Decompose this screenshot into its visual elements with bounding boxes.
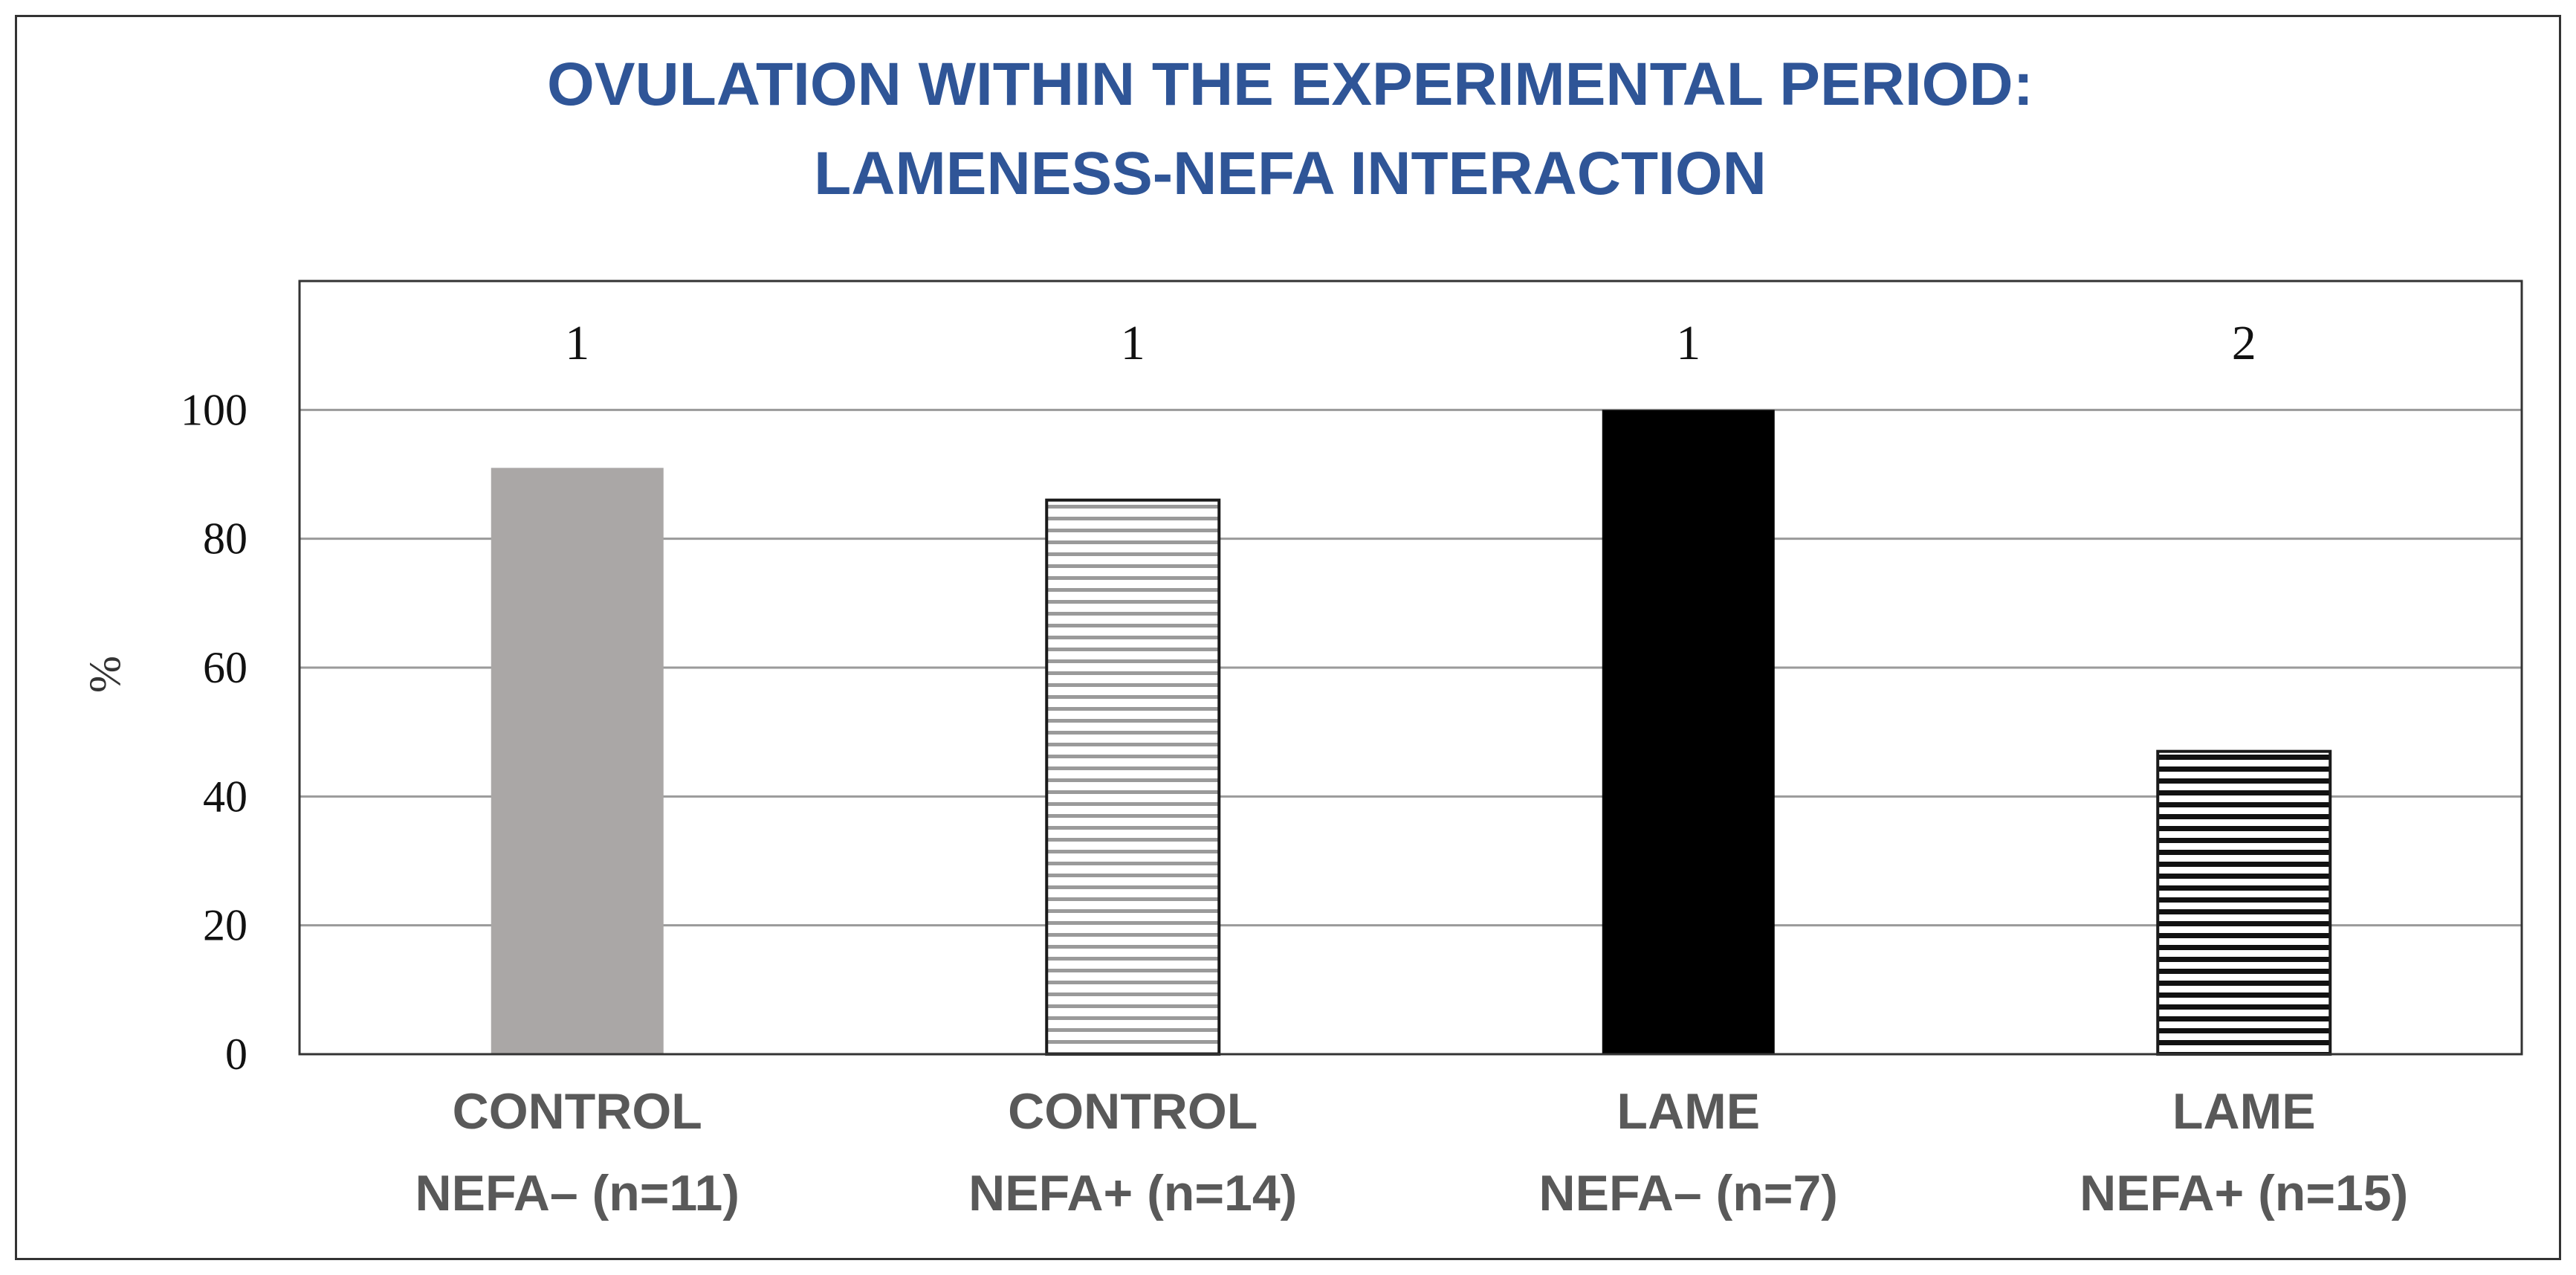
y-tick-label: 60 (203, 643, 247, 692)
y-tick-label: 20 (203, 901, 247, 950)
bar-annotations: 1 1 1 2 (565, 316, 2256, 370)
plot-area-border (298, 280, 2523, 1056)
bar-2 (1045, 498, 1221, 1056)
category-label: CONTROL (453, 1083, 702, 1140)
category-label: NEFA+ (n=14) (968, 1165, 1297, 1221)
y-axis-label: % (80, 656, 129, 693)
bar-annotation: 2 (2232, 316, 2256, 370)
y-tick-label: 40 (203, 772, 247, 821)
bar-4 (2156, 749, 2332, 1056)
chart-frame: OVULATION WITHIN THE EXPERIMENTAL PERIOD… (15, 15, 2561, 1260)
chart: OVULATION WITHIN THE EXPERIMENTAL PERIOD… (80, 51, 2523, 1221)
chart-title-line-2: LAMENESS-NEFA INTERACTION (814, 140, 1767, 207)
category-label: LAME (2172, 1083, 2316, 1140)
grid (300, 408, 2522, 927)
bars (491, 410, 2332, 1056)
y-tick-label: 0 (225, 1030, 247, 1079)
bar-annotation: 1 (1121, 316, 1145, 370)
y-tick-label: 80 (203, 514, 247, 564)
bar-1 (491, 468, 664, 1054)
category-label: NEFA– (n=11) (415, 1165, 740, 1221)
category-label: LAME (1617, 1083, 1760, 1140)
y-axis-ticks: 0 20 40 60 80 100 (181, 385, 247, 1079)
bar-annotation: 1 (565, 316, 589, 370)
bar-3 (1602, 410, 1775, 1054)
category-label: NEFA– (n=7) (1539, 1165, 1838, 1221)
chart-title-line-1: OVULATION WITHIN THE EXPERIMENTAL PERIOD… (547, 51, 2033, 118)
category-label: CONTROL (1008, 1083, 1258, 1140)
bar-annotation: 1 (1676, 316, 1700, 370)
category-label: NEFA+ (n=15) (2080, 1165, 2408, 1221)
x-axis-categories: CONTROL NEFA– (n=11) CONTROL NEFA+ (n=14) LA… (415, 1083, 2409, 1221)
y-tick-label: 100 (181, 385, 247, 434)
